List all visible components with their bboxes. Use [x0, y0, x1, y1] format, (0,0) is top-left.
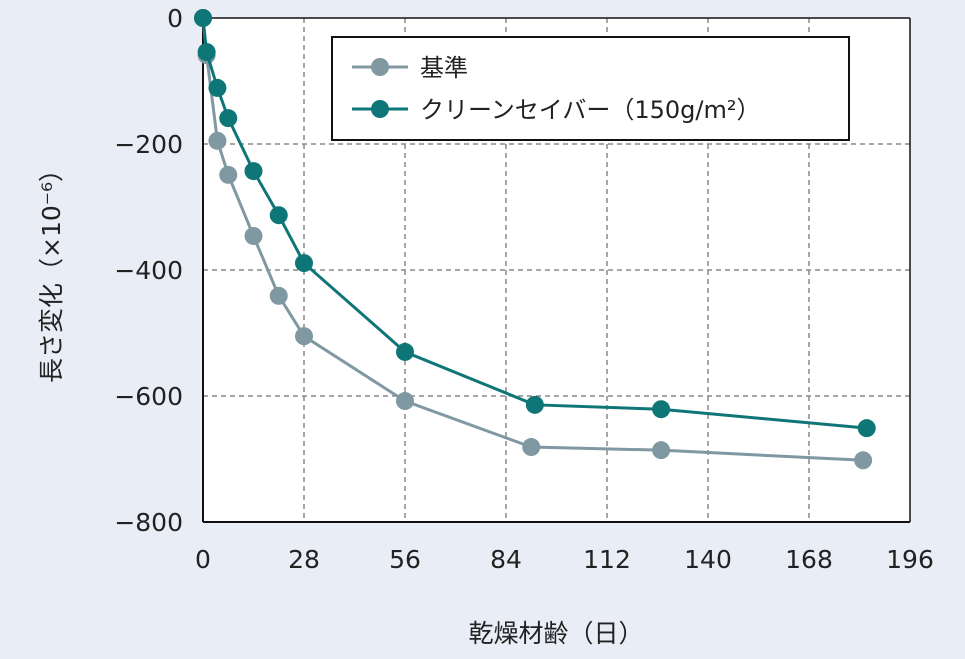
y-tick-label: −200 [114, 130, 183, 159]
data-point-1 [194, 9, 212, 27]
data-point-0 [522, 438, 541, 457]
legend-label-0: 基準 [420, 54, 468, 82]
data-point-1 [244, 162, 263, 181]
y-axis-label: 長さ変化（×10⁻⁶） [37, 157, 66, 383]
y-tick-label: −400 [114, 256, 183, 285]
data-point-1 [295, 254, 313, 273]
x-tick-label: 140 [684, 545, 732, 574]
x-tick-label: 56 [389, 545, 421, 574]
legend-marker-1 [371, 100, 389, 118]
data-point-0 [244, 226, 263, 245]
data-point-1 [652, 400, 671, 419]
x-tick-label: 112 [583, 545, 631, 574]
data-point-0 [295, 327, 313, 346]
legend-label-1: クリーンセイバー（150g/m²） [420, 96, 760, 124]
data-point-1 [219, 109, 238, 128]
legend-marker-0 [371, 58, 389, 76]
data-point-0 [854, 451, 873, 470]
y-tick-label: 0 [167, 4, 183, 33]
y-tick-label: −800 [114, 508, 183, 537]
data-point-0 [219, 165, 238, 184]
data-point-1 [208, 78, 227, 97]
data-point-1 [197, 43, 216, 62]
legend-box [331, 36, 850, 141]
data-point-0 [396, 392, 414, 411]
x-tick-label: 0 [195, 545, 211, 574]
x-tick-label: 196 [886, 545, 934, 574]
data-point-1 [269, 206, 288, 225]
data-point-0 [652, 441, 671, 460]
data-point-1 [857, 419, 876, 438]
x-axis-label: 乾燥材齢（日） [468, 619, 643, 648]
y-tick-label: −600 [114, 382, 183, 411]
x-tick-label: 84 [490, 545, 522, 574]
x-tick-label: 168 [785, 545, 833, 574]
data-point-0 [269, 286, 288, 305]
data-point-0 [208, 131, 227, 150]
data-point-1 [525, 395, 544, 414]
x-tick-label: 28 [288, 545, 320, 574]
data-point-1 [396, 342, 414, 361]
